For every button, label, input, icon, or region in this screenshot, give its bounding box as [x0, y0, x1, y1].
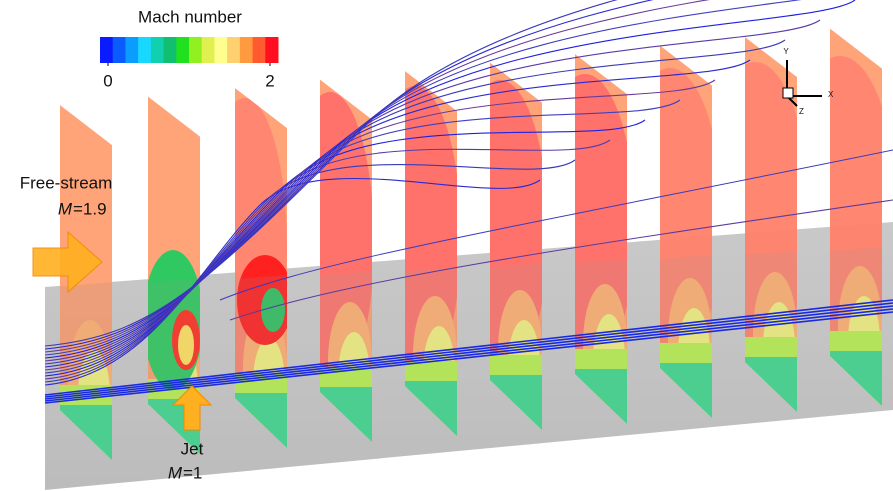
- jet-label: Jet: [181, 439, 204, 458]
- colorbar-swatch: [151, 37, 164, 63]
- colorbar-tick-label: 0: [103, 71, 112, 90]
- jet-symbol: M: [168, 463, 183, 482]
- colorbar-swatch: [164, 37, 177, 63]
- colorbar-swatch: [253, 37, 266, 63]
- colorbar-swatch: [189, 37, 202, 63]
- colorbar-swatch: [176, 37, 189, 63]
- axis-y-label: Y: [783, 47, 789, 56]
- colorbar-swatch: [227, 37, 240, 63]
- jet-value: =1: [183, 463, 202, 482]
- axis-z-label: Z: [799, 107, 804, 116]
- colorbar-swatch: [113, 37, 126, 63]
- colorbar-swatch: [214, 37, 227, 63]
- free-stream-value: =1.9: [73, 199, 107, 218]
- colorbar-swatch: [240, 37, 253, 63]
- figure: 02 Mach number Free-stream M =1.9 Jet M …: [0, 0, 893, 491]
- colorbar-swatch: [138, 37, 151, 63]
- colorbar-swatch: [202, 37, 215, 63]
- free-stream-symbol: M: [58, 199, 73, 218]
- colorbar-swatch: [100, 37, 113, 63]
- free-stream-label: Free-stream: [20, 173, 113, 192]
- axis-x-label: X: [828, 90, 834, 99]
- colorbar-tick-label: 2: [265, 71, 274, 90]
- colorbar-title: Mach number: [138, 7, 242, 26]
- colorbar-swatch: [265, 37, 278, 63]
- colorbar-swatch: [125, 37, 138, 63]
